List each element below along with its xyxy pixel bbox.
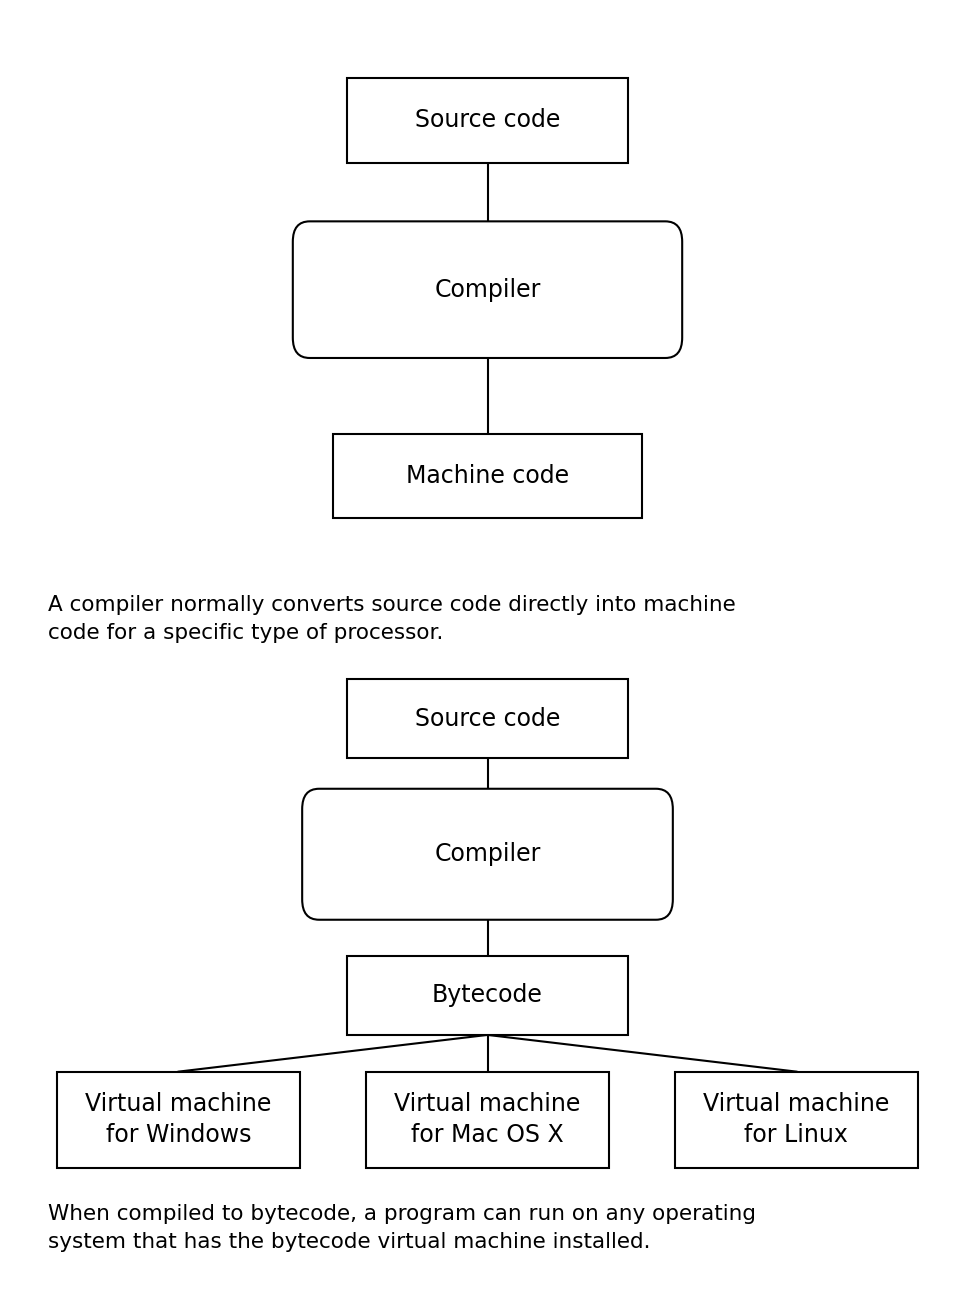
Text: Virtual machine
for Linux: Virtual machine for Linux: [703, 1092, 889, 1147]
FancyBboxPatch shape: [347, 956, 628, 1035]
Text: Compiler: Compiler: [434, 277, 541, 302]
Text: Source code: Source code: [414, 707, 561, 730]
FancyBboxPatch shape: [57, 1072, 300, 1168]
FancyBboxPatch shape: [292, 221, 682, 358]
Text: Compiler: Compiler: [434, 842, 541, 866]
Text: Virtual machine
for Mac OS X: Virtual machine for Mac OS X: [394, 1092, 581, 1147]
FancyBboxPatch shape: [333, 434, 642, 518]
Text: Source code: Source code: [414, 108, 561, 133]
Text: Bytecode: Bytecode: [432, 983, 543, 1008]
FancyBboxPatch shape: [347, 680, 628, 758]
FancyBboxPatch shape: [347, 78, 628, 163]
FancyBboxPatch shape: [302, 789, 673, 919]
FancyBboxPatch shape: [675, 1072, 918, 1168]
FancyBboxPatch shape: [366, 1072, 609, 1168]
Text: Machine code: Machine code: [406, 464, 569, 488]
Text: A compiler normally converts source code directly into machine
code for a specif: A compiler normally converts source code…: [48, 595, 735, 643]
Text: When compiled to bytecode, a program can run on any operating
system that has th: When compiled to bytecode, a program can…: [48, 1204, 756, 1253]
Text: Virtual machine
for Windows: Virtual machine for Windows: [86, 1092, 272, 1147]
